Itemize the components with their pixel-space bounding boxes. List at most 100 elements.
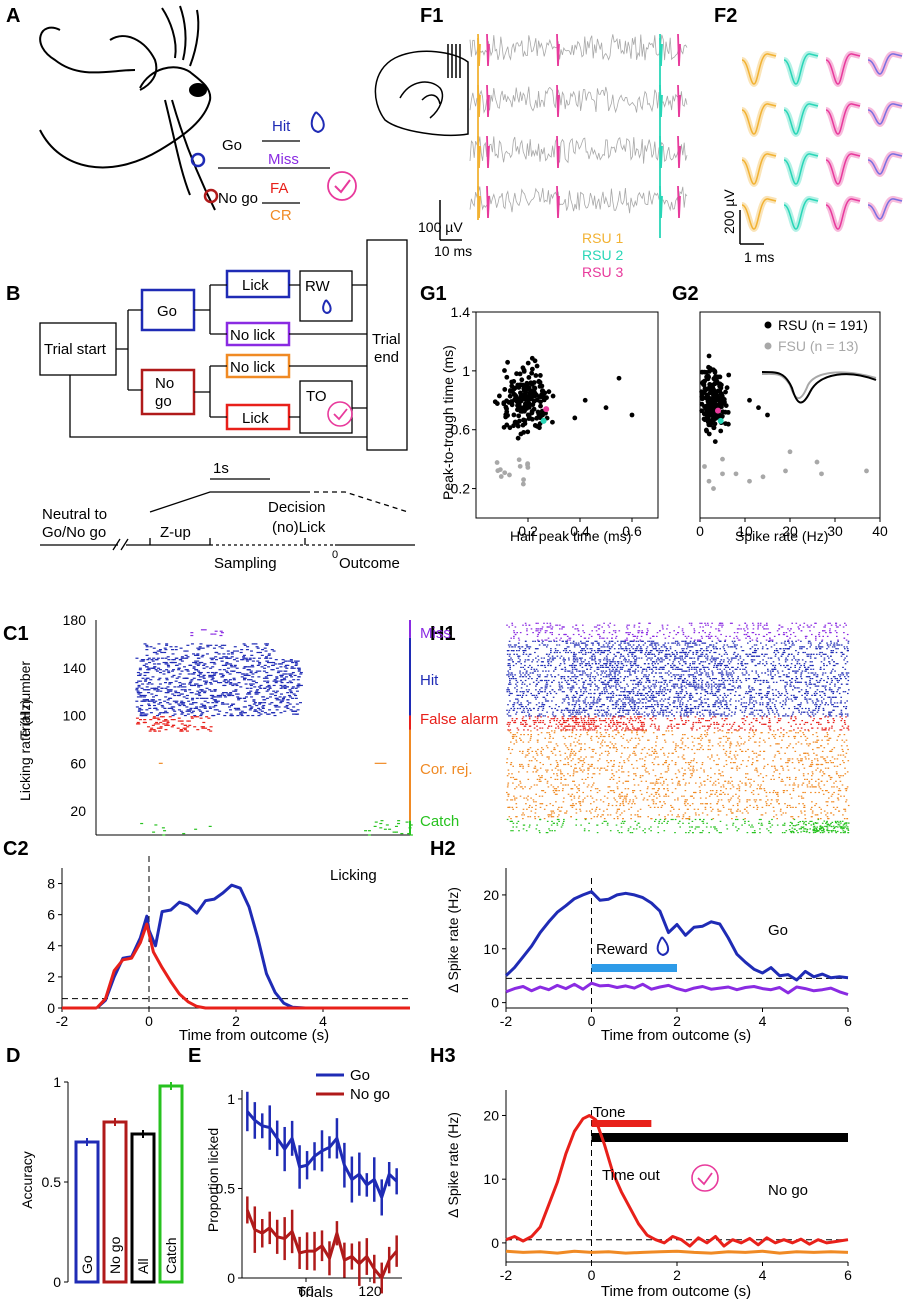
- h1-spike: [847, 804, 850, 807]
- h1-spike: [828, 713, 831, 715]
- h1-spike: [618, 769, 620, 771]
- h1-spike: [713, 711, 715, 713]
- h1-spike: [654, 718, 657, 720]
- h1-spike: [590, 718, 592, 720]
- h1-spike: [612, 778, 615, 780]
- h1-spike: [753, 799, 756, 801]
- h1-spike: [786, 765, 789, 767]
- h1-spike: [575, 702, 577, 704]
- h1-spike: [632, 720, 634, 722]
- h1-spike: [761, 711, 764, 713]
- h1-spike: [627, 702, 630, 704]
- h1-spike: [766, 702, 768, 704]
- h1-spike: [607, 745, 609, 747]
- h1-spike: [826, 734, 829, 736]
- h1-spike: [755, 752, 758, 754]
- h1-spike: [682, 775, 684, 777]
- h1-spike: [745, 765, 748, 767]
- h1-spike: [729, 782, 731, 784]
- h1-spike: [735, 816, 738, 818]
- h1-spike: [681, 737, 684, 739]
- h1-spike: [588, 822, 590, 824]
- h1-spike: [539, 727, 541, 729]
- h1-spike: [759, 715, 762, 717]
- h1-spike: [624, 704, 627, 706]
- h1-spike: [836, 773, 838, 775]
- h1-spike: [758, 709, 761, 711]
- h1-spike: [715, 763, 718, 766]
- h1-spike: [765, 803, 768, 805]
- h1-spike: [575, 718, 577, 720]
- h1-spike: [799, 704, 802, 706]
- h1-spike: [720, 775, 722, 777]
- h1-spike: [519, 780, 521, 782]
- h1-spike: [802, 773, 805, 775]
- h1-spike: [593, 773, 596, 775]
- h1-spike: [816, 741, 818, 743]
- h1-spike: [651, 747, 653, 749]
- h1-spike: [759, 721, 761, 724]
- h1-spike: [780, 747, 783, 749]
- h1-spike: [714, 773, 716, 775]
- h1-spike: [605, 769, 607, 771]
- h1-spike: [703, 818, 705, 821]
- h1-spike: [600, 709, 603, 711]
- g1-rsu-point: [511, 423, 516, 429]
- h1-spike: [818, 747, 820, 749]
- g2-fsu-point: [720, 456, 725, 462]
- h1-spike: [750, 713, 752, 715]
- g1-rsu-point: [504, 422, 510, 428]
- h1-spike: [718, 773, 720, 775]
- h1-spike: [563, 720, 565, 722]
- h1-spike: [589, 810, 591, 812]
- h1-spike: [697, 808, 699, 810]
- h1-spike: [618, 832, 621, 834]
- h1-spike: [774, 704, 776, 706]
- h1-spike: [598, 737, 600, 739]
- g2-rsu-point: [706, 353, 712, 359]
- h1-spike: [608, 803, 610, 805]
- h1-spike: [583, 758, 585, 760]
- h1-spike: [550, 814, 553, 816]
- h1-spike: [574, 752, 577, 754]
- h1-spike: [823, 729, 825, 731]
- h1-spike: [522, 741, 525, 743]
- h1-spike: [822, 713, 825, 715]
- waveform-mean: [867, 103, 903, 125]
- h1-spike: [624, 702, 626, 704]
- h1-spike: [759, 704, 761, 706]
- h1-spike: [671, 727, 673, 729]
- h1-spike: [695, 814, 697, 816]
- h1-spike: [537, 734, 540, 736]
- h1-spike: [716, 721, 718, 724]
- g2-rsu-point: [712, 421, 718, 427]
- h1-spike: [806, 778, 808, 780]
- h1-spike: [696, 737, 699, 739]
- h1-spike: [793, 832, 795, 834]
- h1-spike: [811, 711, 814, 713]
- h1-spike: [679, 784, 681, 786]
- h1-spike: [721, 700, 724, 702]
- h1-spike: [827, 767, 830, 769]
- h1-spike: [831, 725, 833, 727]
- h1-spike: [840, 711, 843, 713]
- h1-spike: [682, 754, 685, 756]
- h1-spike: [513, 743, 515, 745]
- h1-spike: [587, 720, 589, 722]
- h1-spike: [738, 735, 741, 738]
- h1-spike: [723, 711, 726, 713]
- h1-spike: [580, 756, 582, 758]
- h1-spike: [778, 735, 781, 738]
- h1-spike: [738, 790, 741, 792]
- h1-spike: [845, 707, 847, 710]
- h1-spike: [782, 824, 784, 826]
- h1-spike: [634, 752, 636, 754]
- h1-spike: [643, 715, 646, 717]
- h1-spike: [528, 702, 530, 704]
- g1-rsu3-point: [543, 406, 550, 413]
- h1-spike: [584, 711, 586, 713]
- h1-spike: [763, 767, 765, 769]
- h1-spike: [729, 741, 732, 743]
- h1-spike: [776, 750, 779, 752]
- h1-spike: [608, 786, 611, 788]
